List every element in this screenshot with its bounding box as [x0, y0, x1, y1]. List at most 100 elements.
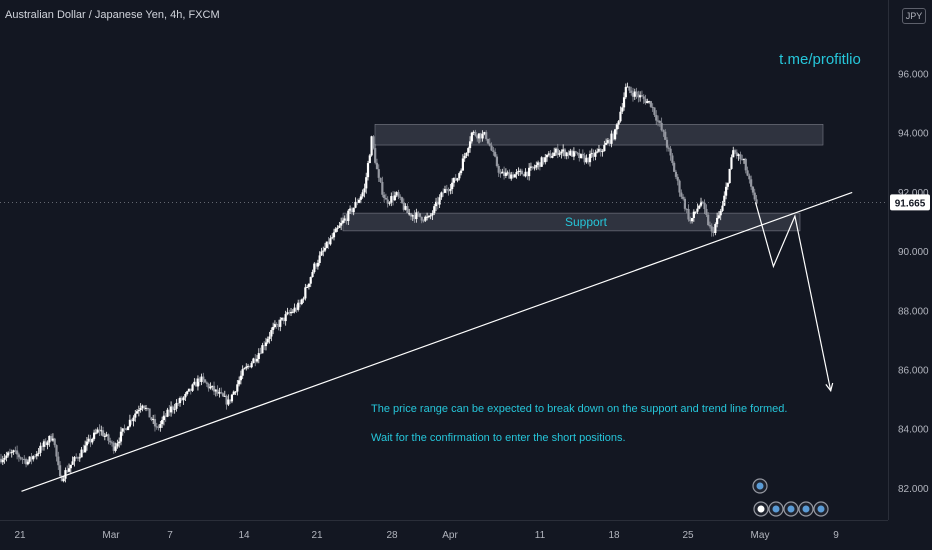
trend-line	[21, 191, 853, 492]
candle-body	[82, 449, 85, 453]
projection-arrowhead	[825, 382, 834, 393]
candle-body	[750, 179, 753, 187]
candle-body	[576, 152, 579, 154]
candle-body	[547, 153, 550, 155]
candle-body	[454, 177, 457, 181]
price-tag-box	[890, 194, 930, 211]
candle-body	[553, 152, 556, 157]
candle-body	[0, 458, 3, 463]
candle-body	[551, 156, 554, 158]
candle-body	[12, 450, 15, 453]
candle-body	[698, 205, 701, 209]
candle-body	[51, 438, 55, 441]
candle-body	[515, 172, 518, 175]
candle-body	[33, 456, 37, 458]
candle-body	[690, 218, 694, 222]
candle-body	[545, 154, 549, 158]
candle-body	[476, 135, 479, 139]
candle-body	[531, 166, 534, 168]
candle-body	[411, 215, 414, 217]
candle-body	[502, 171, 506, 176]
candle-body	[148, 408, 151, 418]
candle-body	[460, 170, 463, 174]
x-tick-label: Apr	[442, 530, 458, 541]
x-tick-label: 14	[238, 530, 250, 541]
candle-body	[44, 441, 47, 446]
candle-body	[275, 323, 278, 325]
candle-body	[424, 216, 427, 221]
candle-body	[639, 95, 642, 98]
candle-body	[472, 131, 475, 133]
candle-body	[368, 155, 371, 164]
candle-body	[37, 452, 40, 454]
candle-body	[701, 201, 704, 203]
candle-body	[592, 153, 595, 157]
candle-body	[24, 459, 28, 465]
candle-body	[442, 192, 445, 194]
candle-body	[601, 151, 604, 153]
candle-layer	[0, 82, 758, 483]
candle-body	[266, 338, 269, 343]
candle-body	[98, 429, 101, 431]
candle-body	[94, 432, 97, 434]
reaction-icon-center	[756, 482, 764, 490]
candle-body	[41, 445, 44, 447]
candle-body	[583, 155, 586, 163]
candle-body	[633, 91, 636, 97]
candle-body	[680, 192, 683, 197]
candle-body	[78, 457, 81, 459]
candle-body	[306, 286, 309, 288]
candle-body	[282, 317, 285, 322]
currency-badge[interactable]: JPY	[902, 8, 926, 24]
candle-body	[538, 162, 541, 167]
candle-body	[724, 186, 728, 196]
candle-body	[588, 154, 592, 163]
candle-body	[62, 478, 65, 482]
candle-body	[481, 133, 484, 139]
candle-body	[676, 176, 679, 181]
candle-body	[587, 157, 590, 163]
candle-body	[753, 192, 756, 200]
candle-body	[323, 247, 327, 251]
line-layer: t.me/profitlio The price range can be exp…	[0, 51, 888, 517]
candle-body	[418, 213, 422, 217]
candle-body	[717, 215, 721, 218]
candle-body	[397, 192, 400, 197]
candle-body	[646, 101, 649, 104]
candle-body	[325, 241, 328, 248]
candle-body	[7, 452, 10, 456]
x-tick-label: 25	[682, 530, 694, 541]
x-tick-label: 9	[833, 530, 839, 541]
candle-body	[451, 182, 454, 190]
candle-body	[67, 468, 71, 472]
candle-body	[687, 209, 690, 220]
candle-body	[134, 413, 137, 418]
candle-body	[123, 428, 126, 430]
candle-body	[558, 153, 561, 155]
reaction-icon-center	[787, 505, 795, 513]
candle-body	[216, 389, 219, 394]
candle-body	[200, 376, 203, 382]
candle-body	[298, 302, 302, 305]
candle-body	[692, 211, 695, 219]
candle-body	[477, 133, 481, 139]
candle-body	[637, 94, 640, 98]
candle-body	[53, 438, 56, 446]
candle-body	[209, 386, 212, 389]
candle-body	[230, 394, 234, 402]
candle-body	[528, 167, 531, 177]
candle-body	[486, 138, 490, 144]
candle-body	[440, 192, 443, 198]
candle-body	[26, 461, 29, 465]
candle-body	[696, 208, 699, 212]
candle-body	[178, 397, 182, 404]
candle-body	[463, 155, 466, 159]
reaction-icon-center	[817, 505, 825, 513]
candle-body	[322, 250, 325, 252]
candle-body	[617, 121, 620, 125]
candle-body	[409, 213, 413, 217]
candle-body	[755, 199, 758, 204]
candle-body	[347, 210, 350, 222]
candle-body	[80, 449, 83, 458]
